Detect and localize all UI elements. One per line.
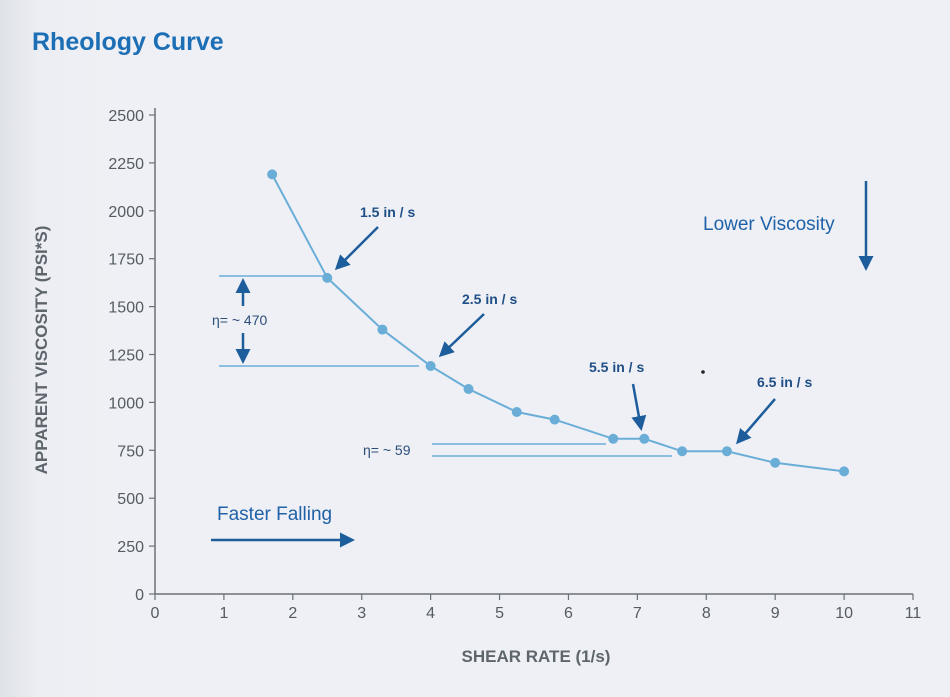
y-tick-label: 2000 <box>108 204 144 221</box>
x-tick-label: 3 <box>357 605 366 622</box>
speed-label-4: 6.5 in / s <box>757 374 812 390</box>
eta-small-label: η= ~ 59 <box>363 442 411 458</box>
data-point-group <box>267 169 850 477</box>
y-tick-label: 0 <box>135 587 144 604</box>
y-tick-group: 0 250 500 750 1000 1250 1500 1750 2000 2250 2500 <box>108 108 155 604</box>
y-tick-label: 2250 <box>108 156 144 173</box>
x-tick-label: 7 <box>633 605 642 622</box>
speed-label-1: 1.5 in / s <box>360 204 415 220</box>
data-point <box>549 414 560 425</box>
x-tick-label: 8 <box>702 605 711 622</box>
data-point <box>839 466 850 477</box>
speed-arrow-2 <box>438 313 485 358</box>
x-tick-label: 0 <box>151 605 160 622</box>
data-point <box>425 360 436 371</box>
y-tick-label: 2500 <box>108 108 144 125</box>
data-point <box>770 457 781 468</box>
chart-title: Rheology Curve <box>32 28 224 56</box>
data-point <box>463 383 474 394</box>
speed-label-2: 2.5 in / s <box>462 291 517 307</box>
speed-arrow-3 <box>631 383 647 431</box>
speed-arrow-1 <box>334 226 379 271</box>
faster-falling-label: Faster Falling <box>217 504 332 525</box>
data-point <box>677 446 688 457</box>
data-point <box>267 169 278 180</box>
x-tick-label: 10 <box>835 605 853 622</box>
y-tick-label: 1750 <box>108 252 144 269</box>
x-axis-title: SHEAR RATE (1/s) <box>462 647 611 666</box>
eta-large-label: η= ~ 470 <box>212 312 267 328</box>
data-point <box>608 433 619 444</box>
y-tick-label: 1500 <box>108 300 144 317</box>
x-tick-label: 4 <box>426 605 435 622</box>
y-tick-label: 500 <box>117 491 144 508</box>
speed-arrow-4 <box>736 398 776 445</box>
x-tick-label: 2 <box>288 605 297 622</box>
y-tick-label: 250 <box>117 539 144 556</box>
x-tick-group: 0 1 2 3 4 5 6 7 8 9 10 11 <box>151 594 922 622</box>
y-tick-label: 1000 <box>108 395 144 412</box>
x-tick-label: 11 <box>905 605 922 622</box>
stray-dot <box>701 370 705 374</box>
y-tick-label: 1250 <box>108 348 144 365</box>
x-tick-label: 9 <box>771 605 780 622</box>
data-point <box>322 272 333 283</box>
speed-label-3: 5.5 in / s <box>589 359 644 375</box>
lower-viscosity-label: Lower Viscosity <box>703 214 835 235</box>
y-tick-label: 750 <box>117 443 144 460</box>
x-tick-label: 5 <box>495 605 504 622</box>
x-tick-label: 1 <box>219 605 228 622</box>
data-point <box>721 446 732 457</box>
y-axis-title: APPARENT VISCOSITY (PSI*S) <box>32 226 51 475</box>
data-point <box>639 433 650 444</box>
data-point <box>377 324 388 335</box>
data-point <box>511 406 522 417</box>
x-tick-label: 6 <box>564 605 573 622</box>
